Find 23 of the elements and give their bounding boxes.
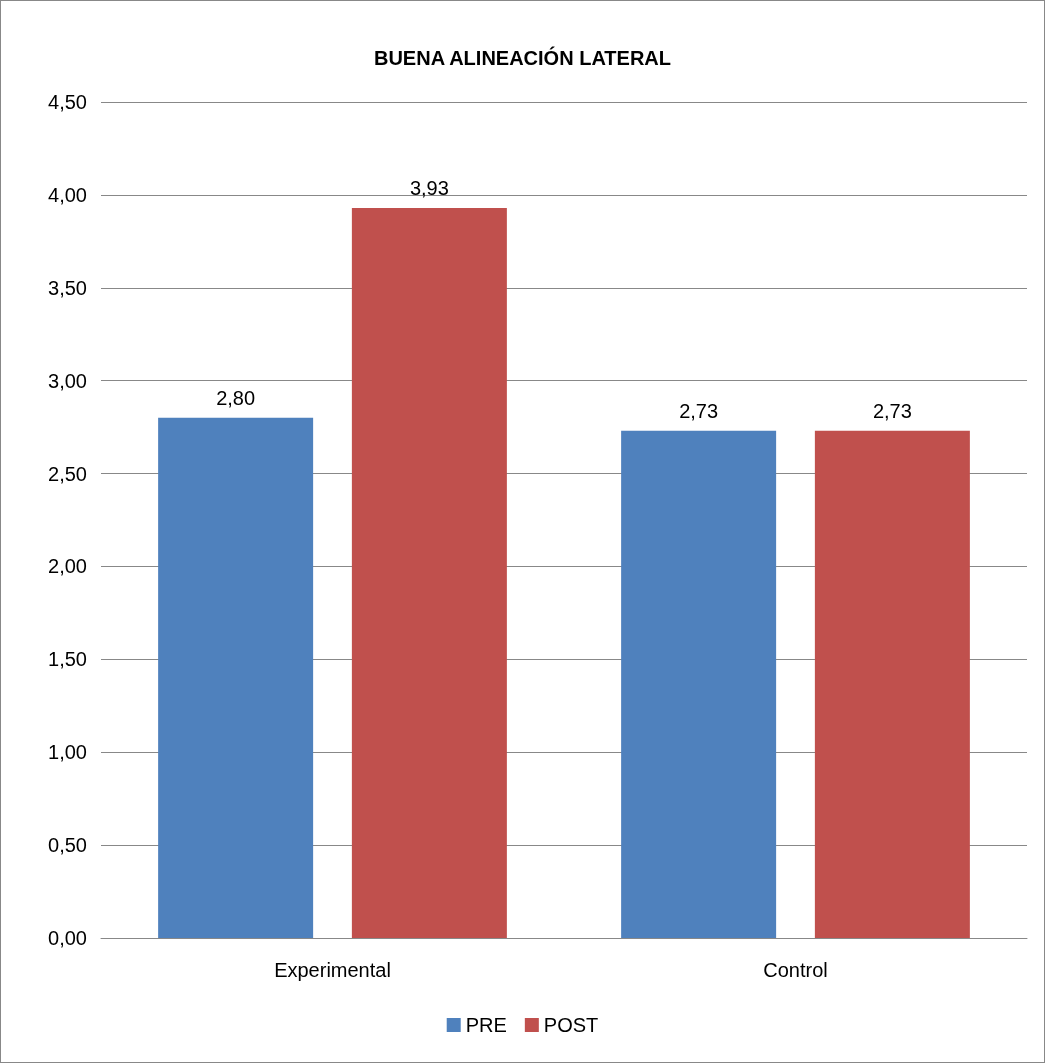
legend-label: PRE (465, 1014, 507, 1036)
data-label: 2,73 (679, 399, 719, 422)
y-tick-label: 1,50 (48, 648, 87, 671)
bar (621, 430, 777, 938)
y-tick-label: 3,00 (48, 369, 87, 392)
y-tick-label: 0,00 (48, 927, 87, 949)
y-tick-label: 4,00 (48, 183, 87, 206)
chart-title: BUENA ALINEACIÓN LATERAL (373, 46, 672, 69)
y-tick-label: 2,50 (48, 462, 87, 485)
bar (158, 417, 314, 938)
y-tick-label: 3,50 (48, 276, 87, 299)
data-label: 2,80 (216, 386, 256, 409)
data-label: 3,93 (409, 176, 449, 199)
y-tick-label: 0,50 (48, 834, 87, 857)
x-tick-label: Control (763, 959, 828, 981)
y-tick-label: 2,00 (48, 555, 87, 578)
y-tick-label: 1,00 (48, 741, 87, 764)
bar (814, 430, 970, 938)
bar (351, 207, 507, 938)
y-tick-label: 4,50 (48, 91, 87, 113)
x-tick-label: Experimental (274, 959, 391, 981)
legend-label: POST (543, 1014, 599, 1036)
data-label: 2,73 (872, 399, 912, 422)
